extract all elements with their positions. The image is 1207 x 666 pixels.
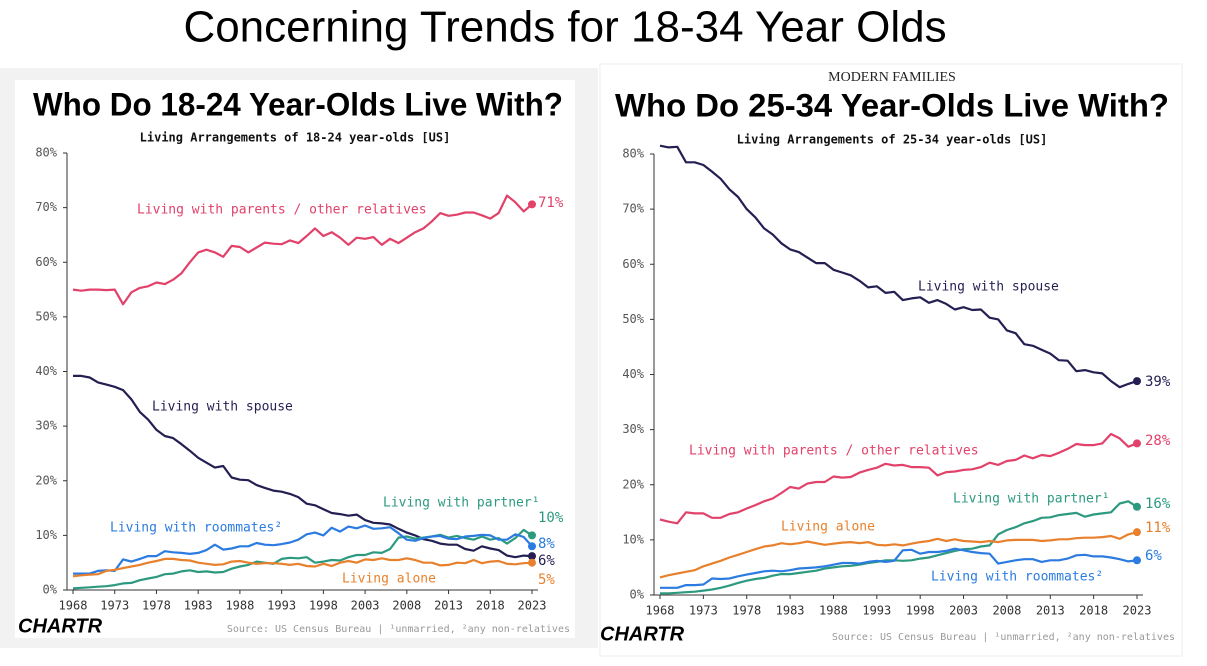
chart-subtitle: Living Arrangements of 18-24 year-olds [… — [140, 131, 451, 145]
series-label: Living with partner¹ — [953, 492, 1110, 507]
series-line — [73, 374, 533, 559]
end-point — [1133, 502, 1141, 511]
panel — [15, 80, 575, 638]
page-title: Concerning Trends for 18-34 Year Olds — [183, 3, 946, 52]
y-tick-label: 70% — [35, 200, 57, 214]
end-label: 28% — [1145, 433, 1171, 449]
x-tick-label: 1978 — [142, 599, 171, 613]
y-tick-label: 60% — [622, 257, 644, 271]
y-tick-label: 20% — [35, 473, 57, 487]
x-tick-label: 1968 — [59, 599, 88, 613]
y-tick-label: 10% — [35, 528, 57, 542]
y-tick-label: 30% — [35, 419, 57, 433]
chart-title: Who Do 25-34 Year-Olds Live With? — [615, 87, 1169, 123]
series-label: Living with parents / other relatives — [137, 203, 427, 218]
series-line — [72, 557, 533, 578]
series-line — [659, 432, 1138, 525]
end-label: 6% — [538, 553, 555, 569]
x-tick-label: 1998 — [906, 604, 935, 618]
end-label: 16% — [1145, 496, 1171, 512]
end-point — [1133, 556, 1141, 565]
y-tick-label: 0% — [43, 583, 58, 597]
x-tick-label: 1968 — [646, 604, 675, 618]
series-line — [660, 500, 1138, 595]
x-tick-label: 2013 — [434, 599, 463, 613]
end-label: 39% — [1145, 374, 1171, 390]
end-point — [1133, 377, 1141, 386]
x-tick-label: 2023 — [518, 599, 547, 613]
end-label: 8% — [538, 536, 555, 552]
x-tick-label: 2013 — [1036, 604, 1065, 618]
end-point — [1133, 439, 1141, 448]
end-point — [528, 558, 536, 567]
y-tick-label: 10% — [622, 532, 644, 546]
end-point — [1133, 528, 1141, 537]
chart-subtitle: Living Arrangements of 25-34 year-olds [… — [737, 133, 1048, 147]
x-tick-label: 2018 — [476, 599, 505, 613]
x-tick-label: 2018 — [1079, 604, 1108, 618]
y-tick-label: 60% — [35, 255, 57, 269]
x-tick-label: 1973 — [100, 599, 129, 613]
x-tick-label: 1983 — [184, 599, 213, 613]
y-tick-label: 0% — [630, 588, 645, 602]
y-tick-label: 80% — [35, 146, 57, 160]
source: Source: US Census Bureau | ¹unmarried, ²… — [832, 632, 1175, 643]
end-point — [528, 552, 536, 561]
y-tick-label: 20% — [622, 477, 644, 491]
panel — [599, 63, 1183, 657]
series-line — [72, 194, 533, 306]
x-tick-label: 1978 — [732, 604, 761, 618]
series-label: Living with spouse — [152, 400, 293, 415]
series-line — [660, 547, 1138, 589]
source: Source: US Census Bureau | ¹unmarried, ²… — [227, 624, 570, 635]
series-label: Living alone — [342, 572, 436, 587]
end-point — [528, 200, 536, 209]
x-tick-label: 2023 — [1123, 604, 1152, 618]
logo: CHARTR — [18, 615, 103, 637]
y-tick-label: 50% — [622, 312, 644, 326]
series-line — [72, 528, 533, 590]
x-tick-label: 2008 — [992, 604, 1021, 618]
x-tick-label: 1988 — [225, 599, 254, 613]
x-tick-label: 2008 — [392, 599, 421, 613]
series-line — [659, 531, 1138, 579]
y-tick-label: 30% — [622, 422, 644, 436]
x-tick-label: 2003 — [351, 599, 380, 613]
y-tick-label: 40% — [622, 367, 644, 381]
series-label: Living with roommates² — [931, 570, 1103, 585]
y-tick-label: 80% — [622, 147, 644, 161]
end-label: 11% — [1145, 520, 1171, 536]
x-tick-label: 1993 — [267, 599, 296, 613]
x-tick-label: 1973 — [689, 604, 718, 618]
x-tick-label: 2003 — [949, 604, 978, 618]
y-tick-label: 50% — [35, 309, 57, 323]
end-point — [528, 531, 536, 540]
series-line — [659, 144, 1138, 389]
series-label: Living with roommates² — [110, 521, 282, 536]
y-tick-label: 40% — [35, 364, 57, 378]
end-label: 5% — [538, 572, 555, 588]
chart-title: Who Do 18-24 Year-Olds Live With? — [33, 86, 563, 122]
kicker: MODERN FAMILIES — [828, 70, 956, 85]
x-tick-label: 1998 — [309, 599, 338, 613]
series-label: Living alone — [781, 520, 875, 535]
end-point — [528, 542, 536, 551]
x-tick-label: 1983 — [776, 604, 805, 618]
end-label: 71% — [538, 195, 564, 211]
y-tick-label: 70% — [622, 202, 644, 216]
logo: CHARTR — [600, 623, 685, 645]
x-tick-label: 1988 — [819, 604, 848, 618]
series-label: Living with parents / other relatives — [689, 444, 979, 459]
series-label: Living with partner¹ — [383, 496, 540, 511]
end-label: 6% — [1145, 548, 1162, 564]
x-tick-label: 1993 — [862, 604, 891, 618]
end-label: 10% — [538, 510, 564, 526]
series-line — [73, 524, 533, 575]
series-label: Living with spouse — [918, 280, 1059, 295]
